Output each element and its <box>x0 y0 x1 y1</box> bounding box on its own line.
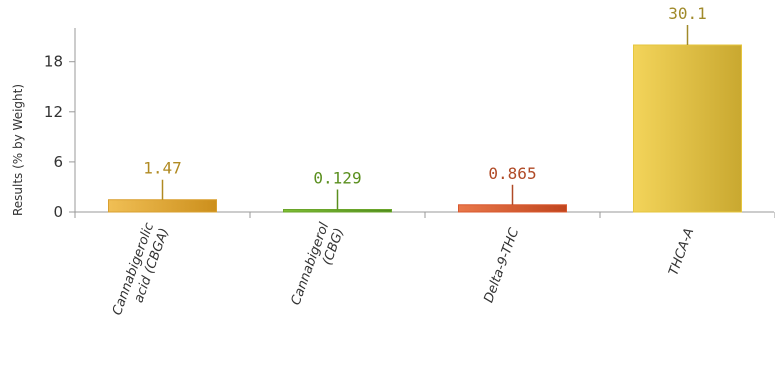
bar <box>458 204 567 213</box>
data-label: 30.1 <box>668 4 707 23</box>
category-label-line: THCA-A <box>666 226 697 277</box>
category-label: THCA-A <box>666 226 697 277</box>
category-label-line: Delta-9-THC <box>481 225 522 304</box>
y-tick-label: 6 <box>53 153 63 171</box>
category-label: Cannabigerol(CBG) <box>289 220 348 307</box>
bar <box>633 44 742 213</box>
category-label: Delta-9-THC <box>481 225 522 304</box>
data-label: 0.865 <box>488 164 536 183</box>
bars <box>108 44 742 213</box>
y-tick-label: 18 <box>44 53 63 71</box>
data-label: 0.129 <box>313 169 361 188</box>
y-axis-title: Results (% by Weight) <box>11 84 25 216</box>
data-label: 1.47 <box>143 159 182 178</box>
y-tick-label: 12 <box>44 103 63 121</box>
bar <box>283 209 392 213</box>
y-tick-label: 0 <box>53 203 63 221</box>
bar <box>108 199 217 213</box>
